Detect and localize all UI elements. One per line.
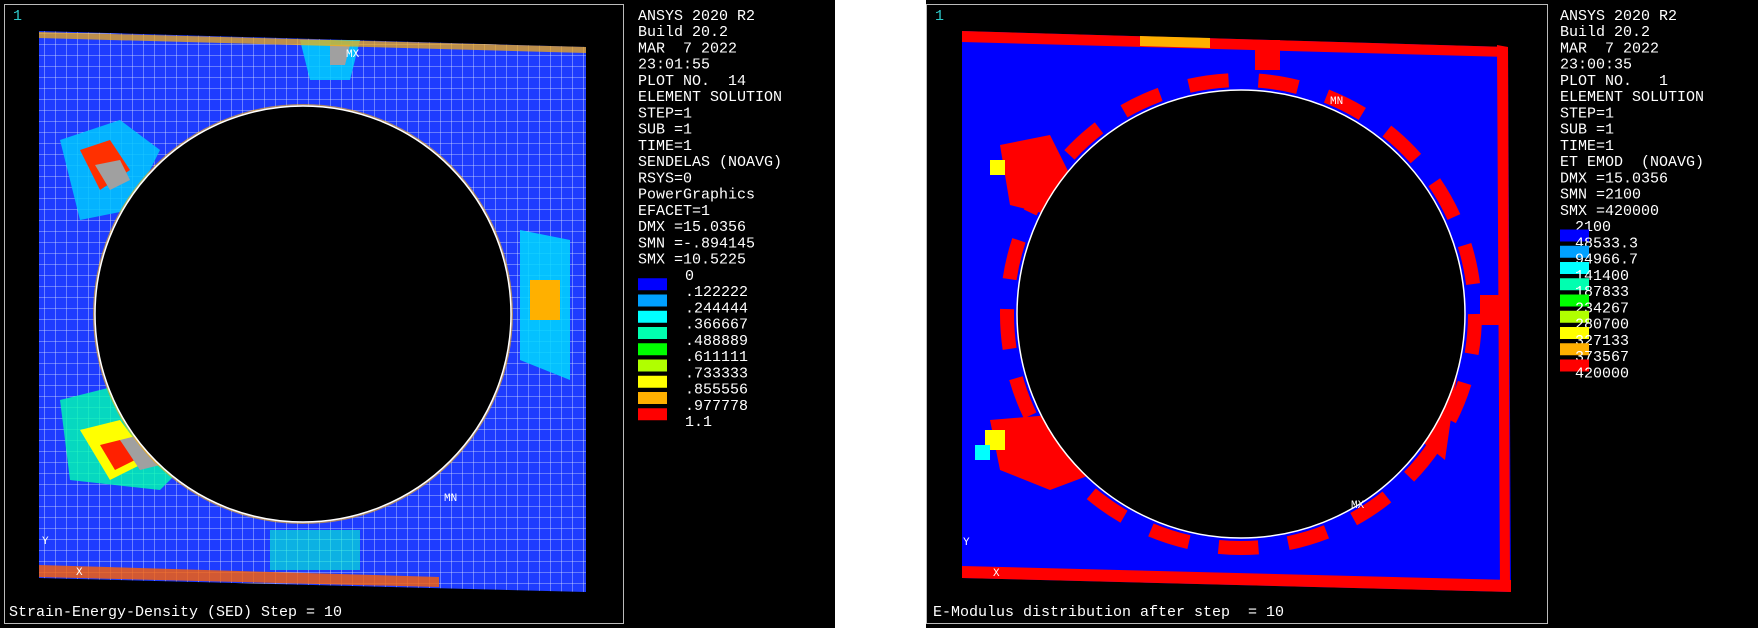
- plot-marker: MN: [444, 493, 457, 505]
- info-line: TIME=1: [638, 138, 692, 155]
- legend-label: 0: [685, 268, 694, 285]
- plot-caption: E-Modulus distribution after step = 10: [933, 604, 1284, 621]
- info-line: PLOT NO. 1: [1560, 73, 1668, 90]
- legend-label: .855556: [685, 382, 748, 399]
- legend-swatch: [638, 294, 667, 307]
- legend-swatch: [1560, 327, 1589, 339]
- info-line: SMX =420000: [1560, 203, 1659, 220]
- right-frame: [926, 4, 1548, 624]
- info-line: PowerGraphics: [638, 187, 755, 204]
- info-line: SENDELAS (NOAVG): [638, 154, 782, 171]
- info-line: EFACET=1: [638, 203, 710, 220]
- info-line: SMN =-.894145: [638, 235, 755, 252]
- right-contour: [962, 31, 1511, 592]
- info-line: TIME=1: [1560, 138, 1614, 155]
- info-line: STEP=1: [638, 105, 692, 122]
- info-line: 23:00:35: [1560, 57, 1632, 74]
- info-line: DMX =15.0356: [638, 219, 746, 236]
- legend-label: .122222: [685, 284, 748, 301]
- info-line: ANSYS 2020 R2: [638, 8, 755, 25]
- info-line: SUB =1: [1560, 122, 1614, 139]
- legend-label: .611111: [685, 349, 748, 366]
- plot-marker: X: [993, 568, 1000, 580]
- plot-marker: X: [76, 567, 83, 579]
- plot-caption: Strain-Energy-Density (SED) Step = 10: [9, 604, 342, 621]
- info-line: ELEMENT SOLUTION: [638, 89, 782, 106]
- plot-marker: MX: [346, 49, 360, 61]
- legend-swatch: [638, 278, 667, 291]
- plot-marker: Y: [963, 537, 970, 549]
- legend-label: 94966.7: [1575, 252, 1638, 269]
- legend-swatch: [638, 375, 667, 388]
- legend-swatch: [638, 343, 667, 356]
- legend-label: 48533.3: [1575, 235, 1638, 252]
- info-line: SMX =10.5225: [638, 252, 746, 269]
- legend-label: .733333: [685, 365, 748, 382]
- legend-swatch: [1560, 262, 1589, 274]
- info-line: 23:01:55: [638, 57, 710, 74]
- info-line: PLOT NO. 14: [638, 73, 746, 90]
- left-contour: [39, 31, 586, 592]
- legend-swatch: [638, 359, 667, 372]
- info-line: ANSYS 2020 R2: [1560, 8, 1677, 25]
- legend-swatch: [1560, 278, 1589, 291]
- plot-marker: MX: [1351, 500, 1365, 512]
- info-line: ELEMENT SOLUTION: [1560, 89, 1704, 106]
- info-line: SUB =1: [638, 122, 692, 139]
- legend-swatch: [638, 392, 667, 404]
- info-line: STEP=1: [1560, 105, 1614, 122]
- window-number: 1: [13, 8, 22, 25]
- legend-swatch: [1560, 310, 1589, 323]
- legend-label: .366667: [685, 317, 748, 334]
- legend-swatch: [1560, 245, 1589, 258]
- legend-label: .488889: [685, 333, 748, 350]
- legend-label: 420000: [1575, 365, 1629, 382]
- plot-marker: MN: [1330, 96, 1343, 108]
- legend-swatch: [1560, 343, 1589, 356]
- info-line: Build 20.2: [638, 24, 728, 41]
- legend-label: 1.1: [685, 414, 712, 431]
- legend-swatch: [1560, 294, 1589, 307]
- legend-swatch: [638, 408, 667, 421]
- legend-label: .977778: [685, 398, 748, 415]
- legend-swatch: [638, 310, 667, 323]
- info-line: MAR 7 2022: [1560, 40, 1659, 57]
- left-frame: [4, 4, 624, 624]
- window-number: 1: [935, 8, 944, 25]
- info-line: DMX =15.0356: [1560, 170, 1668, 187]
- legend-swatch: [638, 327, 667, 339]
- legend-label: .244444: [685, 300, 748, 317]
- info-line: MAR 7 2022: [638, 40, 737, 57]
- info-line: RSYS=0: [638, 170, 692, 187]
- info-line: SMN =2100: [1560, 187, 1641, 204]
- plot-marker: Y: [42, 536, 49, 548]
- legend-swatch: [1560, 229, 1589, 242]
- info-line: Build 20.2: [1560, 24, 1650, 41]
- legend-swatch: [1560, 359, 1589, 372]
- info-line: ET EMOD (NOAVG): [1560, 154, 1704, 171]
